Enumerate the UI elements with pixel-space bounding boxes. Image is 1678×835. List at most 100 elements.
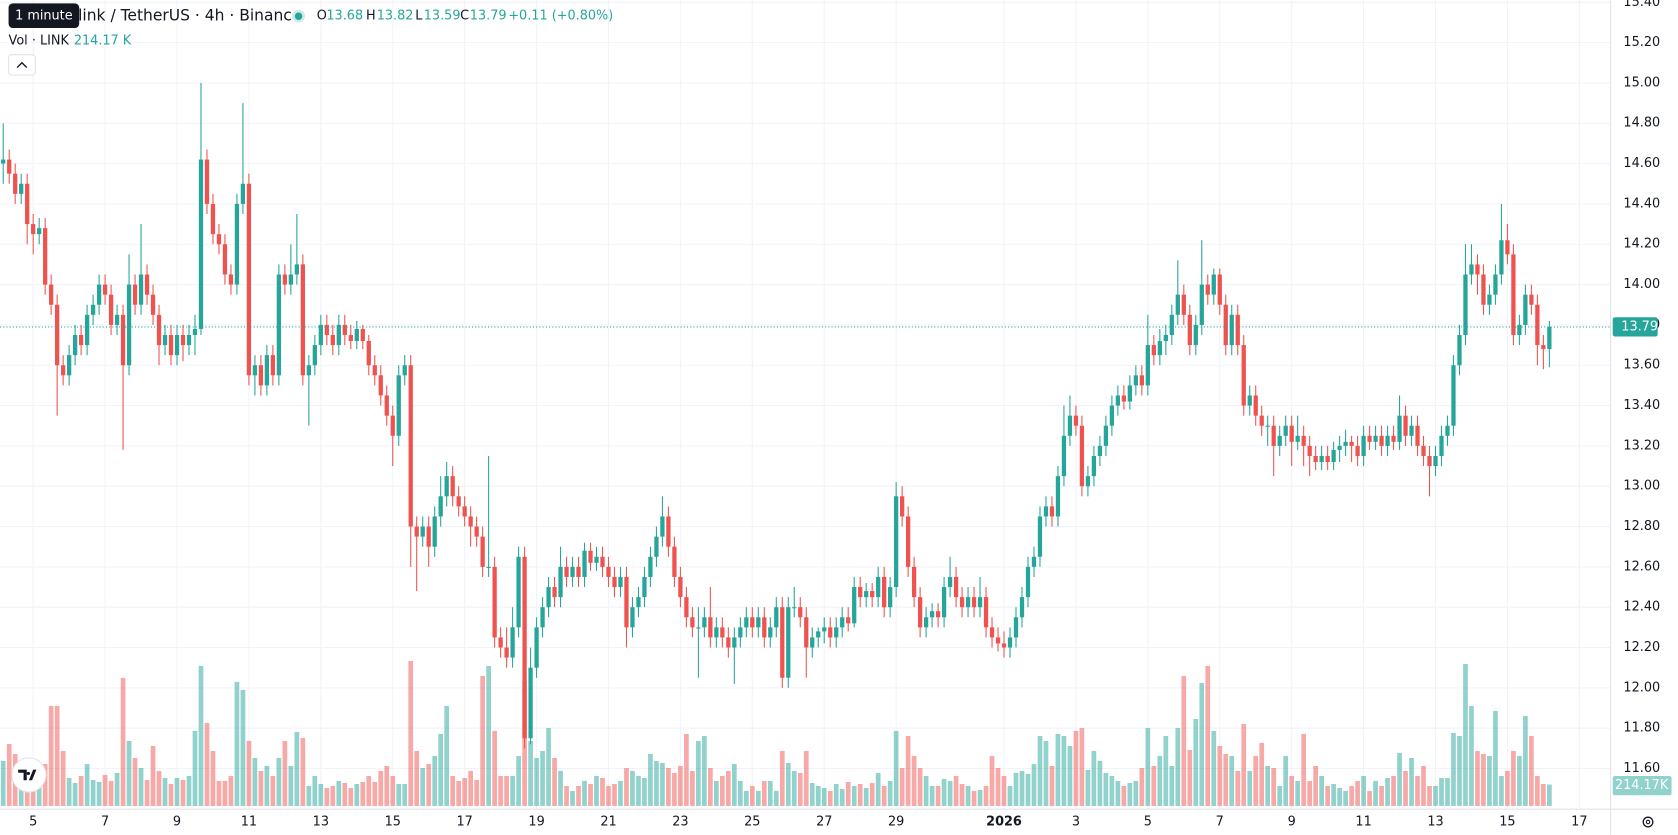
candle-body xyxy=(432,516,437,547)
candle-body xyxy=(702,617,707,628)
candle-body xyxy=(792,607,797,609)
logo xyxy=(18,769,37,781)
volume-bar xyxy=(1481,753,1486,806)
volume-title: Vol · LINK xyxy=(9,33,70,48)
volume-bar xyxy=(552,757,557,806)
candle-body xyxy=(1073,415,1079,426)
volume-bar xyxy=(725,770,731,806)
candle-body xyxy=(762,617,767,638)
settings-icon[interactable] xyxy=(1642,816,1654,828)
volume-badge-label: 214.17K xyxy=(1615,778,1669,793)
volume-bar xyxy=(1535,775,1540,806)
candle-body xyxy=(444,476,449,497)
volume-bar xyxy=(228,775,234,806)
volume-bar xyxy=(648,753,653,806)
candle-body xyxy=(1295,435,1300,442)
volume-bar xyxy=(1013,772,1019,806)
candle-body xyxy=(1013,617,1019,638)
volume-bar xyxy=(899,767,905,806)
volume-bar xyxy=(875,772,881,806)
volume-bar xyxy=(1355,780,1360,806)
candle-body xyxy=(1169,314,1174,335)
candle-body xyxy=(989,627,995,638)
candle-body xyxy=(1397,415,1402,442)
x-tick-label: 11 xyxy=(1355,815,1371,830)
grid xyxy=(0,0,1611,810)
candle-body xyxy=(396,375,401,436)
volume-bar xyxy=(294,731,300,806)
volume-bar xyxy=(1157,755,1163,806)
volume-bar xyxy=(1397,752,1402,806)
candle-body xyxy=(1145,345,1150,386)
candle-body xyxy=(1403,415,1408,436)
candle-body xyxy=(1115,395,1121,406)
candle-body xyxy=(606,566,611,577)
volume-bar xyxy=(450,775,456,806)
tooltip: 1 minute xyxy=(15,9,73,24)
volume-bar xyxy=(672,772,677,806)
candle-body xyxy=(282,274,288,285)
candle-body xyxy=(899,496,905,517)
candle-body xyxy=(84,314,90,346)
candle-body xyxy=(1217,274,1222,305)
candle-body xyxy=(1049,506,1055,517)
volume-bar xyxy=(1379,785,1384,806)
candle-body xyxy=(636,597,641,608)
volume-bar xyxy=(48,705,54,806)
volume-bar xyxy=(1001,775,1007,806)
candle-body xyxy=(1319,455,1324,463)
candle-body xyxy=(720,627,725,638)
volume-bar xyxy=(767,780,773,806)
volume-bar xyxy=(1109,775,1115,806)
volume-bar xyxy=(1145,727,1151,806)
volume-bar xyxy=(324,787,330,806)
candle-body xyxy=(564,566,569,577)
candle-body xyxy=(1055,476,1061,517)
y-tick-label: 13.40 xyxy=(1623,398,1660,413)
volume-bar xyxy=(408,660,414,806)
candle-body xyxy=(13,173,18,194)
volume-bar xyxy=(761,780,767,806)
candle-body xyxy=(666,516,671,547)
candle-body xyxy=(917,597,923,628)
candle-body xyxy=(678,576,683,598)
candle-body xyxy=(78,334,84,346)
candle-body xyxy=(96,284,102,305)
volume-bar xyxy=(354,783,360,806)
volume-bar xyxy=(1433,785,1438,806)
candle-body xyxy=(1031,556,1037,567)
candle-body xyxy=(558,566,563,598)
candle-body xyxy=(798,607,803,618)
volume-bar xyxy=(773,790,779,806)
candle-body xyxy=(840,617,845,628)
volume-bar xyxy=(384,765,390,806)
candle-body xyxy=(31,224,36,235)
candle-body xyxy=(612,576,617,588)
volume-bar xyxy=(306,785,312,806)
candle-body xyxy=(1415,425,1420,446)
candle-body xyxy=(252,365,258,376)
volume-bar xyxy=(779,750,785,806)
candle-body xyxy=(1325,455,1330,463)
candle-body xyxy=(1529,294,1534,305)
volume-bar xyxy=(96,781,102,806)
volume-bar xyxy=(1007,785,1013,806)
volume-bar xyxy=(210,750,216,806)
candle-body xyxy=(198,159,204,329)
volume-bar xyxy=(1097,760,1103,806)
volume-bar xyxy=(318,783,324,806)
candle-body xyxy=(276,274,282,376)
volume-bar xyxy=(1343,790,1348,806)
volume-bar xyxy=(977,789,983,806)
volume-bar xyxy=(516,755,521,806)
candle-body xyxy=(1439,435,1444,456)
volume-bar xyxy=(941,778,947,806)
volume-bar xyxy=(564,785,569,806)
volume-bar xyxy=(468,770,474,806)
candle-body xyxy=(1427,455,1432,467)
collapse-button[interactable] xyxy=(8,54,36,76)
candle-body xyxy=(150,294,156,315)
candle-body xyxy=(870,591,875,598)
volume-bar xyxy=(438,733,444,806)
